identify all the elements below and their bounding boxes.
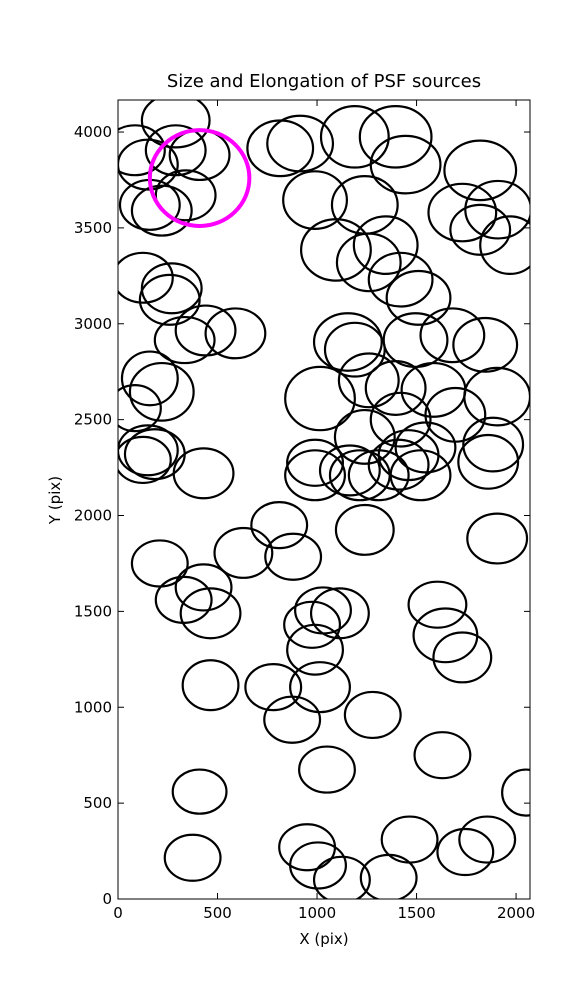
- psf-ellipse: [286, 438, 345, 487]
- psf-ellipse: [163, 833, 222, 882]
- psf-ellipse: [343, 690, 402, 740]
- psf-ellipse: [181, 659, 240, 712]
- psf-ellipse: [266, 114, 335, 173]
- psf-ellipse: [333, 408, 396, 465]
- psf-ellipse: [463, 366, 530, 427]
- psf-ellipse: [174, 563, 233, 612]
- x-tick-label: 1500: [397, 904, 435, 922]
- psf-ellipse: [128, 361, 195, 422]
- psf-ellipse: [335, 232, 402, 293]
- psf-ellipse: [462, 416, 525, 473]
- psf-ellipse: [457, 433, 520, 490]
- y-tick-label: 2000: [74, 507, 112, 525]
- psf-ellipse: [179, 587, 242, 640]
- psf-ellipse: [458, 815, 517, 864]
- psf-ellipse: [172, 447, 235, 500]
- x-tick-label: 2000: [497, 904, 535, 922]
- psf-ellipse: [283, 600, 342, 649]
- psf-ellipse: [436, 827, 495, 877]
- psf-ellipse: [298, 745, 356, 794]
- psf-ellipse: [352, 215, 419, 276]
- psf-ellipse: [118, 251, 174, 304]
- psf-ellipse: [432, 631, 493, 684]
- y-tick-label: 2500: [74, 411, 112, 429]
- psf-ellipse: [282, 170, 348, 230]
- psf-ellipse: [380, 815, 439, 864]
- plot-marks: [118, 100, 530, 899]
- plot-frame: [117, 99, 531, 900]
- psf-ellipse: [501, 768, 530, 817]
- psf-ellipse: [204, 307, 267, 360]
- psf-ellipse: [118, 435, 172, 485]
- psf-ellipse: [452, 316, 519, 373]
- highlight-circle: [147, 128, 252, 228]
- psf-ellipse: [369, 134, 442, 195]
- y-axis-label: Y (pix): [46, 476, 64, 525]
- psf-ellipse: [337, 352, 400, 409]
- psf-ellipse: [319, 105, 390, 169]
- psf-ellipse: [284, 449, 346, 502]
- psf-ellipse: [358, 105, 433, 169]
- psf-ellipse: [367, 251, 434, 308]
- psf-ellipse: [407, 580, 468, 629]
- x-tick-label: 1000: [298, 904, 336, 922]
- psf-ellipse: [174, 304, 237, 357]
- psf-ellipse: [367, 438, 430, 491]
- psf-ellipse: [118, 124, 166, 177]
- psf-ellipse: [130, 184, 193, 237]
- psf-ellipse: [334, 503, 395, 556]
- y-tick-label: 1500: [74, 602, 112, 620]
- psf-ellipse: [413, 731, 472, 780]
- psf-ellipse: [284, 365, 356, 432]
- psf-ellipse: [300, 218, 372, 282]
- psf-ellipse: [466, 512, 529, 565]
- psf-ellipse: [140, 100, 211, 149]
- psf-ellipse: [369, 391, 432, 448]
- psf-ellipse: [118, 424, 179, 477]
- psf-ellipse: [364, 360, 427, 416]
- psf-ellipse: [154, 169, 217, 222]
- psf-ellipse: [171, 768, 228, 815]
- psf-ellipse: [443, 139, 518, 202]
- psf-ellipse: [318, 444, 381, 497]
- y-tick-label: 0: [102, 890, 112, 908]
- y-tick-label: 3500: [74, 219, 112, 237]
- psf-ellipse: [144, 124, 207, 177]
- psf-ellipse: [312, 312, 383, 372]
- psf-ellipse: [289, 661, 351, 714]
- psf-ellipse: [449, 203, 512, 256]
- y-tick-label: 1000: [74, 698, 112, 716]
- psf-ellipse: [427, 182, 498, 243]
- psf-ellipse: [312, 855, 371, 899]
- psf-ellipse: [464, 179, 530, 240]
- psf-ellipse: [286, 623, 345, 676]
- x-tick-label: 0: [113, 904, 123, 922]
- psf-ellipse: [389, 449, 452, 502]
- psf-ellipse: [153, 315, 216, 365]
- x-tick-label: 500: [203, 904, 232, 922]
- psf-ellipse: [289, 841, 347, 890]
- chart-title: Size and Elongation of PSF sources: [167, 71, 481, 92]
- psf-ellipse: [263, 695, 322, 744]
- y-tick-label: 3000: [74, 315, 112, 333]
- psf-ellipse: [347, 449, 410, 502]
- psf-ellipse: [264, 532, 323, 581]
- x-axis-label: X (pix): [299, 930, 348, 948]
- y-tick-label: 4000: [74, 123, 112, 141]
- psf-ellipse: [394, 421, 457, 474]
- psf-ellipse: [250, 500, 309, 550]
- psf-ellipse: [213, 526, 274, 579]
- psf-ellipse: [120, 350, 179, 407]
- psf-ellipse: [419, 307, 486, 364]
- psf-ellipse: [138, 273, 201, 326]
- psf-ellipse: [244, 663, 303, 712]
- y-tick-label: 500: [83, 794, 112, 812]
- psf-ellipse: [479, 215, 530, 276]
- psf-ellipse: [385, 269, 452, 326]
- psf-ellipse: [118, 384, 162, 433]
